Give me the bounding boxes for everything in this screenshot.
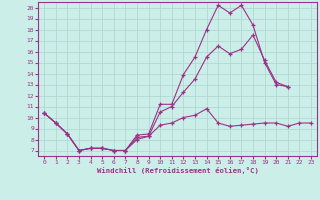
- X-axis label: Windchill (Refroidissement éolien,°C): Windchill (Refroidissement éolien,°C): [97, 167, 259, 174]
